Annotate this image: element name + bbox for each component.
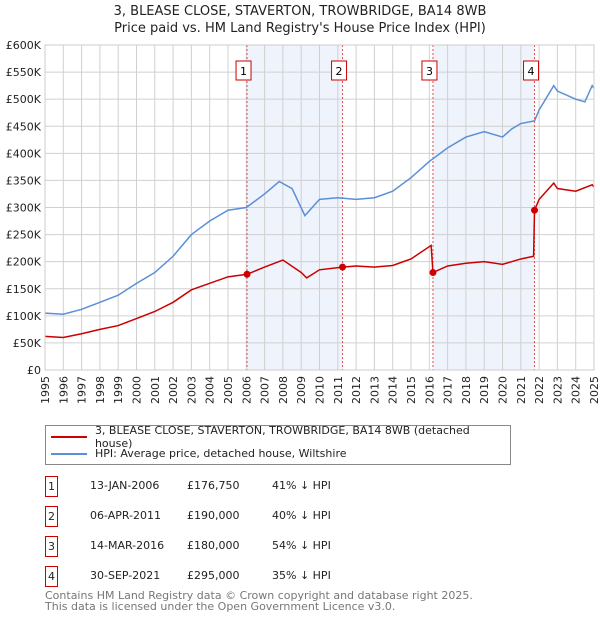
sale-number: 4 — [45, 566, 58, 587]
y-tick-label: £300K — [6, 202, 42, 215]
legend-swatch-red — [51, 435, 87, 438]
sale-hpi-diff: 54% ↓ HPI — [272, 539, 331, 552]
sale-price: £180,000 — [187, 539, 240, 552]
sale-date: 13-JAN-2006 — [90, 479, 160, 492]
sale-price: £176,750 — [187, 479, 240, 492]
x-tick-label: 2013 — [368, 376, 381, 404]
y-tick-label: £50K — [13, 337, 42, 350]
x-tick-label: 2017 — [442, 376, 455, 404]
sale-price: £295,000 — [187, 569, 240, 582]
x-tick-label: 1996 — [57, 376, 70, 404]
sale-point — [243, 270, 251, 278]
x-tick-label: 2022 — [533, 376, 546, 404]
sale-marker-label: 1 — [240, 65, 247, 78]
x-tick-label: 2009 — [295, 376, 308, 404]
x-tick-label: 2006 — [240, 376, 253, 404]
x-tick-label: 2024 — [570, 376, 583, 404]
x-tick-label: 1997 — [76, 376, 89, 404]
x-tick-label: 2001 — [149, 376, 162, 404]
x-tick-label: 2015 — [405, 376, 418, 404]
sale-date: 06-APR-2011 — [90, 509, 162, 522]
x-tick-label: 2004 — [204, 376, 217, 404]
legend-label: HPI: Average price, detached house, Wilt… — [95, 447, 347, 460]
sale-date: 14-MAR-2016 — [90, 539, 165, 552]
footer: Contains HM Land Registry data © Crown c… — [45, 590, 473, 612]
sale-point — [339, 263, 347, 271]
y-tick-label: £350K — [6, 174, 42, 187]
sale-point — [429, 269, 437, 276]
x-tick-label: 2018 — [460, 376, 473, 404]
x-tick-label: 1998 — [94, 376, 107, 404]
sale-marker-box — [235, 60, 252, 81]
x-tick-label: 2023 — [551, 376, 564, 404]
sale-number: 1 — [45, 476, 58, 497]
y-tick-label: £0 — [27, 364, 41, 377]
sale-number: 2 — [45, 506, 58, 527]
sale-marker-label: 2 — [336, 65, 343, 78]
x-tick-label: 2007 — [259, 376, 272, 404]
x-tick-label: 2020 — [497, 376, 510, 404]
sale-hpi-diff: 40% ↓ HPI — [272, 509, 331, 522]
sale-marker-label: 3 — [426, 65, 433, 78]
y-tick-label: £550K — [6, 66, 42, 79]
x-tick-label: 2014 — [387, 376, 400, 404]
sale-marker-box — [331, 60, 348, 81]
legend-label: 3, BLEASE CLOSE, STAVERTON, TROWBRIDGE, … — [94, 423, 470, 450]
x-tick-label: 2011 — [332, 376, 345, 404]
y-tick-label: £450K — [6, 120, 42, 133]
legend-swatch-blue — [51, 452, 87, 455]
sale-hpi-diff: 35% ↓ HPI — [272, 569, 331, 582]
x-tick-label: 2016 — [423, 376, 436, 404]
sale-hpi-diff: 41% ↓ HPI — [272, 479, 331, 492]
sale-date: 30-SEP-2021 — [90, 569, 161, 582]
footer-line: Contains HM Land Registry data © Crown c… — [45, 589, 473, 602]
sale-marker-label: 4 — [528, 65, 535, 78]
sale-number: 3 — [45, 536, 58, 557]
sale-price: £190,000 — [187, 509, 240, 522]
y-tick-label: £200K — [6, 256, 42, 269]
y-tick-label: £500K — [6, 93, 42, 106]
footer-line: This data is licensed under the Open Gov… — [45, 600, 396, 613]
price-chart: 1995 1996 1997 1998 1999 2000 2001 2002 2003 2004… — [6, 39, 600, 404]
y-tick-label: £600K — [6, 39, 42, 52]
sale-row: 4 30-SEP-2021 £295,000 35% ↓ HPI — [45, 566, 465, 588]
x-tick-label: 2000 — [131, 376, 144, 404]
sale-marker-box — [421, 60, 438, 81]
x-tick-label: 2005 — [222, 376, 235, 404]
hpi-line — [44, 84, 595, 315]
x-tick-label: 2021 — [515, 376, 528, 404]
sale-row: 3 14-MAR-2016 £180,000 54% ↓ HPI — [45, 536, 465, 558]
y-tick-label: £100K — [6, 310, 42, 323]
sale-point — [531, 206, 539, 214]
x-tick-label: 1999 — [112, 376, 125, 404]
legend-item-property: 3, BLEASE CLOSE, STAVERTON, TROWBRIDGE, … — [46, 424, 510, 450]
x-tick-label: 2003 — [185, 376, 198, 404]
legend-item-hpi: HPI: Average price, detached house, Wilt… — [46, 445, 347, 462]
x-tick-label: 2010 — [314, 376, 327, 404]
x-tick-label: 2008 — [277, 376, 290, 404]
chart-title: 3, BLEASE CLOSE, STAVERTON, TROWBRIDGE, … — [113, 4, 487, 19]
chart-subtitle: Price paid vs. HM Land Registry's House … — [114, 21, 486, 36]
legend: 3, BLEASE CLOSE, STAVERTON, TROWBRIDGE, … — [45, 424, 511, 465]
x-tick-label: 1995 — [39, 376, 52, 404]
x-tick-label: 2025 — [588, 376, 600, 404]
x-tick-label: 2019 — [478, 376, 491, 404]
plot-border — [44, 44, 595, 371]
x-tick-label: 2012 — [350, 376, 363, 404]
sale-row: 2 06-APR-2011 £190,000 40% ↓ HPI — [45, 506, 465, 528]
y-tick-label: £250K — [6, 229, 42, 242]
sale-marker-box — [523, 60, 540, 81]
y-tick-label: £400K — [6, 147, 42, 160]
y-tick-label: £150K — [6, 283, 42, 296]
sale-row: 1 13-JAN-2006 £176,750 41% ↓ HPI — [45, 476, 465, 498]
x-tick-label: 2002 — [167, 376, 180, 404]
